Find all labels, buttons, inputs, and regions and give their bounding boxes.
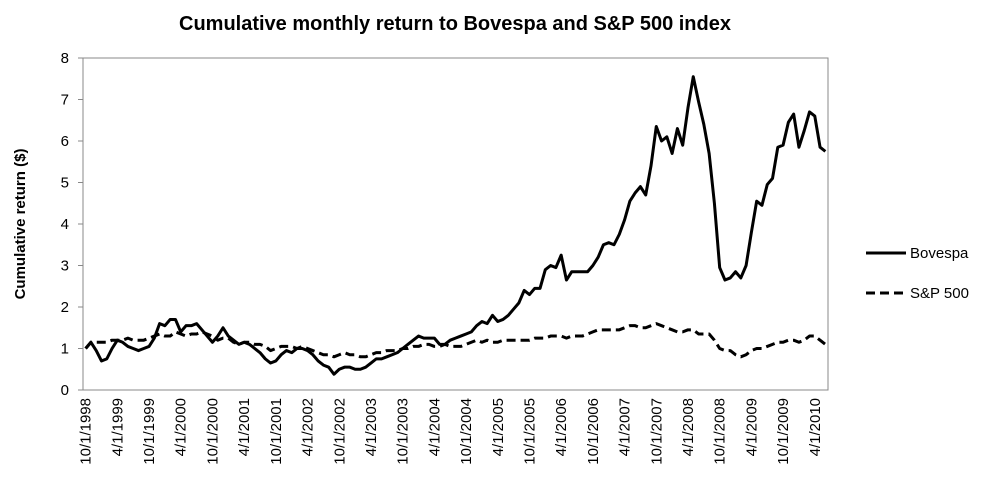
- x-tick-label: 10/1/2003: [395, 398, 412, 465]
- x-tick-label: 4/1/2003: [363, 398, 380, 456]
- series-line: [84, 75, 827, 376]
- x-tick-label: 10/1/2008: [712, 398, 729, 465]
- y-tick-label: 1: [61, 341, 69, 358]
- x-tick-label: 4/1/2007: [617, 398, 634, 456]
- legend-label: S&P 500: [910, 285, 969, 302]
- y-tick-label: 0: [61, 382, 69, 399]
- x-tick-label: 10/1/2004: [458, 398, 475, 465]
- y-axis-label: Cumulative return ($): [12, 149, 29, 300]
- x-tick-label: 10/1/2001: [268, 398, 285, 465]
- x-tick-label: 10/1/2002: [331, 398, 348, 465]
- x-tick-label: 10/1/2007: [648, 398, 665, 465]
- y-tick-label: 7: [61, 92, 69, 109]
- x-tick-label: 4/1/2002: [300, 398, 317, 456]
- x-tick-label: 10/1/2006: [585, 398, 602, 465]
- chart-title: Cumulative monthly return to Bovespa and…: [179, 13, 731, 35]
- x-tick-label: 4/1/2009: [743, 398, 760, 456]
- x-tick-label: 10/1/1998: [78, 398, 95, 465]
- x-tick-label: 4/1/2010: [807, 398, 824, 456]
- series-line: [84, 322, 827, 359]
- x-tick-label: 4/1/2004: [426, 398, 443, 456]
- y-tick-label: 4: [61, 216, 69, 233]
- x-tick-label: 10/1/2009: [775, 398, 792, 465]
- y-tick-label: 5: [61, 175, 69, 192]
- y-tick-label: 8: [61, 50, 69, 67]
- x-tick-label: 4/1/2005: [490, 398, 507, 456]
- x-tick-label: 4/1/2000: [173, 398, 190, 456]
- x-tick-label: 4/1/2008: [680, 398, 697, 456]
- x-tick-label: 4/1/1999: [109, 398, 126, 456]
- x-tick-label: 10/1/2000: [204, 398, 221, 465]
- x-tick-label: 10/1/2005: [521, 398, 538, 465]
- x-tick-label: 4/1/2006: [553, 398, 570, 456]
- y-tick-label: 3: [61, 258, 69, 275]
- x-tick-label: 10/1/1999: [141, 398, 158, 465]
- x-tick-label: 4/1/2001: [236, 398, 253, 456]
- y-tick-label: 2: [61, 299, 69, 316]
- legend-label: Bovespa: [910, 245, 969, 262]
- y-tick-label: 6: [61, 133, 69, 150]
